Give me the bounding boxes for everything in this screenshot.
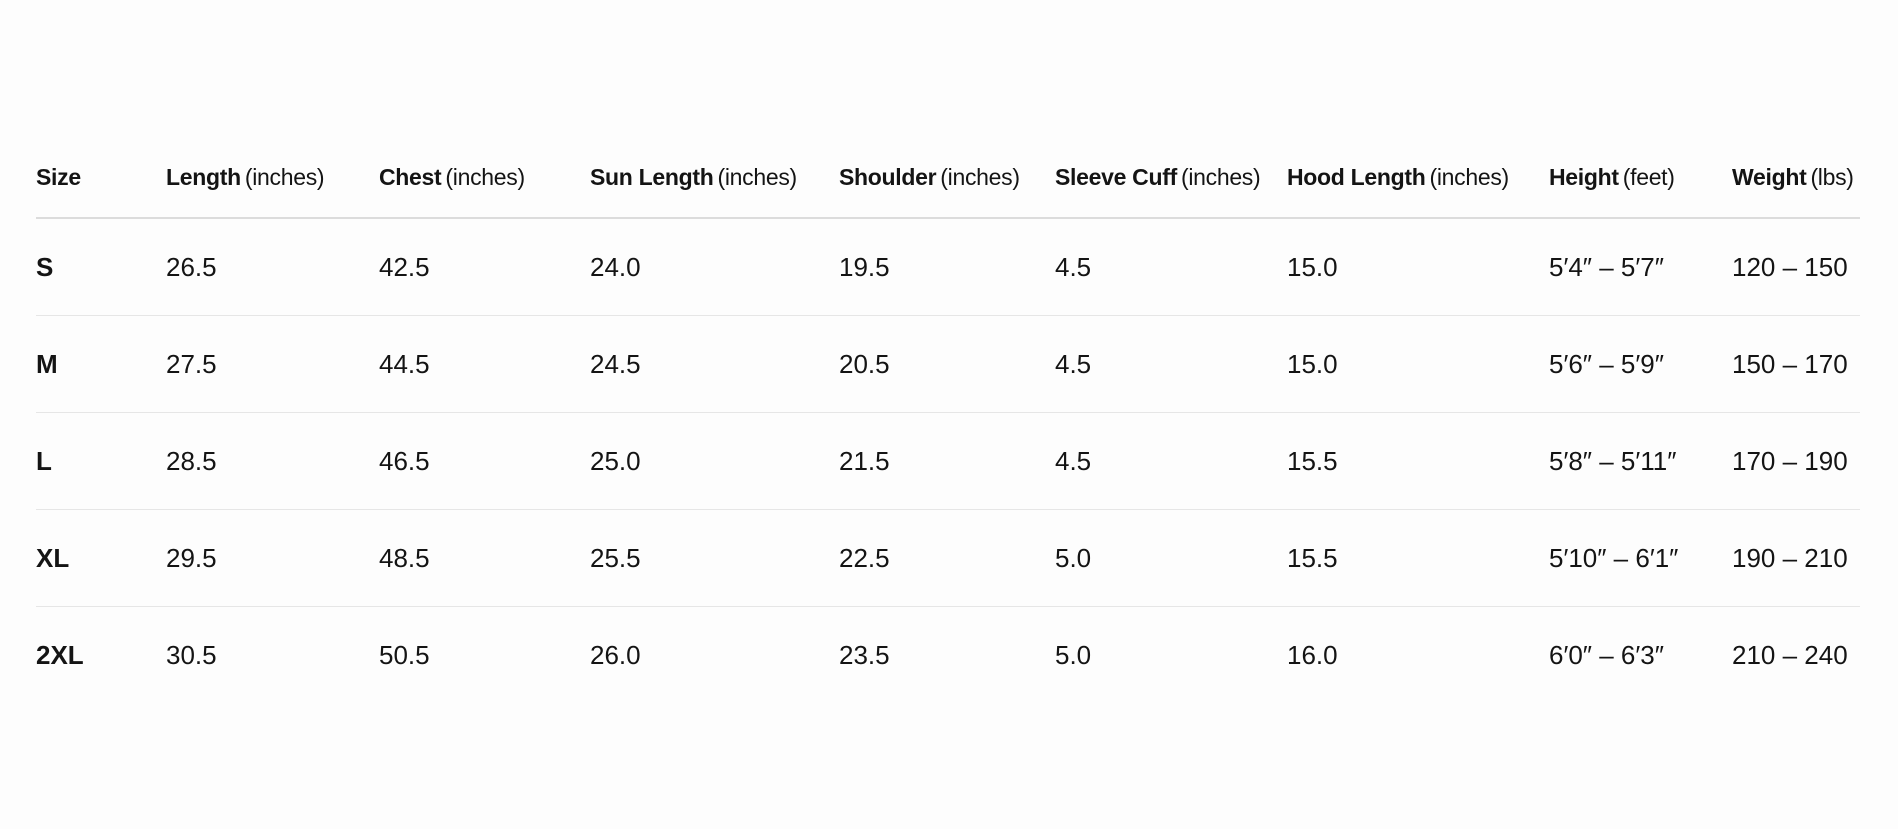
column-header-shoulder: Shoulder (inches) (839, 150, 1055, 219)
table-row: S 26.5 42.5 24.0 19.5 4.5 15.0 5′4″ – 5′… (36, 218, 1860, 316)
weight-cell: 150 – 170 (1732, 315, 1860, 413)
column-header-unit: (inches) (445, 164, 525, 190)
table-row: L 28.5 46.5 25.0 21.5 4.5 15.5 5′8″ – 5′… (36, 412, 1860, 510)
weight-cell: 170 – 190 (1732, 412, 1860, 510)
height-cell: 5′8″ – 5′11″ (1549, 412, 1732, 510)
table-row: 2XL 30.5 50.5 26.0 23.5 5.0 16.0 6′0″ – … (36, 607, 1860, 704)
shoulder-cell: 21.5 (839, 412, 1055, 510)
hood-length-cell: 15.5 (1287, 412, 1549, 510)
chest-cell: 46.5 (379, 412, 590, 510)
size-cell: 2XL (36, 639, 84, 670)
size-cell: XL (36, 509, 166, 607)
table-row: M 27.5 44.5 24.5 20.5 4.5 15.0 5′6″ – 5′… (36, 315, 1860, 413)
length-cell: 29.5 (166, 509, 379, 607)
sun-length-cell: 24.0 (590, 218, 839, 316)
table-body: S 26.5 42.5 24.0 19.5 4.5 15.0 5′4″ – 5′… (36, 218, 1860, 703)
column-header-name: Chest (379, 164, 442, 190)
weight-cell: 120 – 150 (1732, 218, 1860, 316)
length-cell: 27.5 (166, 315, 379, 413)
sun-length-cell: 26.0 (590, 639, 641, 670)
column-header-sun-length: Sun Length (inches) (590, 150, 839, 219)
table-row: XL 29.5 48.5 25.5 22.5 5.0 15.5 5′10″ – … (36, 509, 1860, 607)
column-header-name: Height (1549, 164, 1619, 190)
chest-cell: 44.5 (379, 315, 590, 413)
column-header-unit: (inches) (717, 164, 797, 190)
chest-cell: 48.5 (379, 509, 590, 607)
size-chart-table: Size Length (inches) Chest (inches) Sun Le… (36, 150, 1860, 703)
sleeve-cuff-cell: 4.5 (1055, 412, 1287, 510)
length-cell: 28.5 (166, 412, 379, 510)
column-header-name: Shoulder (839, 164, 937, 190)
size-cell: L (36, 412, 166, 510)
sun-length-cell: 24.5 (590, 315, 839, 413)
column-header-name: Size (36, 164, 81, 190)
length-cell: 26.5 (166, 218, 379, 316)
column-header-unit: (inches) (1429, 164, 1510, 190)
column-header-name: Sun Length (590, 164, 714, 190)
column-header-unit: (inches) (1180, 164, 1261, 190)
column-header-name: Sleeve Cuff (1055, 164, 1177, 190)
hood-length-cell: 16.0 (1287, 639, 1338, 670)
weight-cell: 190 – 210 (1732, 509, 1860, 607)
chest-cell: 42.5 (379, 218, 590, 316)
shoulder-cell: 23.5 (839, 639, 890, 670)
hood-length-cell: 15.0 (1287, 315, 1549, 413)
column-header-sleeve-cuff: Sleeve Cuff (inches) (1055, 150, 1287, 219)
column-header-unit: (inches) (940, 164, 1020, 190)
sun-length-cell: 25.0 (590, 412, 839, 510)
column-header-chest: Chest (inches) (379, 150, 590, 219)
column-header-unit: (feet) (1622, 164, 1675, 190)
shoulder-cell: 22.5 (839, 509, 1055, 607)
length-cell: 30.5 (166, 639, 217, 670)
column-header-size: Size (36, 150, 166, 219)
sleeve-cuff-cell: 4.5 (1055, 218, 1287, 316)
height-cell: 5′4″ – 5′7″ (1549, 218, 1732, 316)
column-header-unit: (lbs) (1810, 164, 1854, 190)
hood-length-cell: 15.5 (1287, 509, 1549, 607)
column-header-length: Length (inches) (166, 150, 379, 219)
column-header-weight: Weight (lbs) (1732, 150, 1860, 219)
weight-cell: 210 – 240 (1732, 639, 1848, 670)
column-header-unit: (inches) (244, 164, 325, 190)
column-header-height: Height (feet) (1549, 150, 1732, 219)
column-header-name: Hood Length (1287, 164, 1426, 190)
sun-length-cell: 25.5 (590, 509, 839, 607)
header-row: Size Length (inches) Chest (inches) Sun Le… (36, 150, 1860, 219)
sleeve-cuff-cell: 5.0 (1055, 509, 1287, 607)
size-cell: M (36, 315, 166, 413)
column-header-name: Weight (1732, 164, 1807, 190)
shoulder-cell: 19.5 (839, 218, 1055, 316)
sleeve-cuff-cell: 4.5 (1055, 315, 1287, 413)
column-header-name: Length (166, 164, 241, 190)
chest-cell: 50.5 (379, 639, 430, 670)
shoulder-cell: 20.5 (839, 315, 1055, 413)
hood-length-cell: 15.0 (1287, 218, 1549, 316)
size-cell: S (36, 218, 166, 316)
table-header: Size Length (inches) Chest (inches) Sun Le… (36, 150, 1860, 219)
sleeve-cuff-cell: 5.0 (1055, 639, 1092, 670)
height-cell: 6′0″ – 6′3″ (1549, 639, 1664, 670)
column-header-hood-length: Hood Length (inches) (1287, 150, 1549, 219)
height-cell: 5′10″ – 6′1″ (1549, 509, 1732, 607)
height-cell: 5′6″ – 5′9″ (1549, 315, 1732, 413)
